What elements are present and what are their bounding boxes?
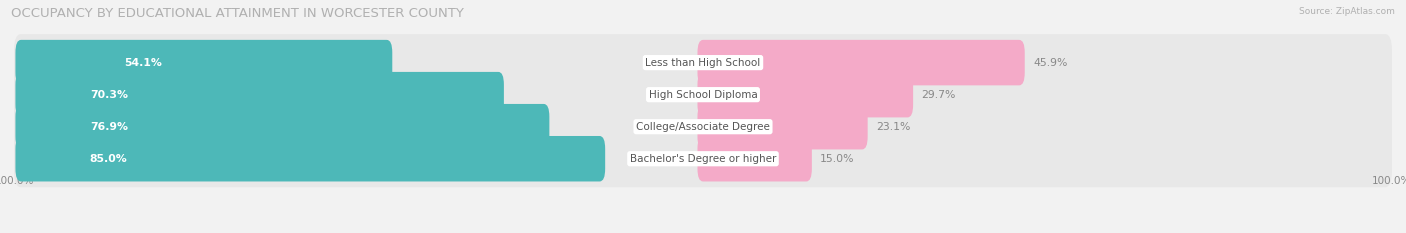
- Text: 45.9%: 45.9%: [1033, 58, 1067, 68]
- FancyBboxPatch shape: [15, 40, 392, 85]
- FancyBboxPatch shape: [15, 104, 550, 149]
- FancyBboxPatch shape: [697, 72, 912, 117]
- Text: Less than High School: Less than High School: [645, 58, 761, 68]
- FancyBboxPatch shape: [14, 66, 1392, 123]
- Text: College/Associate Degree: College/Associate Degree: [636, 122, 770, 132]
- Text: 70.3%: 70.3%: [90, 90, 128, 100]
- FancyBboxPatch shape: [697, 136, 811, 182]
- FancyBboxPatch shape: [14, 130, 1392, 187]
- FancyBboxPatch shape: [14, 98, 1392, 155]
- Text: 85.0%: 85.0%: [90, 154, 128, 164]
- Text: High School Diploma: High School Diploma: [648, 90, 758, 100]
- Text: 23.1%: 23.1%: [876, 122, 910, 132]
- Text: 15.0%: 15.0%: [820, 154, 855, 164]
- Text: OCCUPANCY BY EDUCATIONAL ATTAINMENT IN WORCESTER COUNTY: OCCUPANCY BY EDUCATIONAL ATTAINMENT IN W…: [11, 7, 464, 20]
- FancyBboxPatch shape: [15, 72, 503, 117]
- Text: 76.9%: 76.9%: [90, 122, 128, 132]
- FancyBboxPatch shape: [697, 104, 868, 149]
- Text: Bachelor's Degree or higher: Bachelor's Degree or higher: [630, 154, 776, 164]
- FancyBboxPatch shape: [15, 136, 605, 182]
- Text: Source: ZipAtlas.com: Source: ZipAtlas.com: [1299, 7, 1395, 16]
- FancyBboxPatch shape: [14, 34, 1392, 91]
- Text: 29.7%: 29.7%: [921, 90, 956, 100]
- Text: 54.1%: 54.1%: [124, 58, 162, 68]
- FancyBboxPatch shape: [697, 40, 1025, 85]
